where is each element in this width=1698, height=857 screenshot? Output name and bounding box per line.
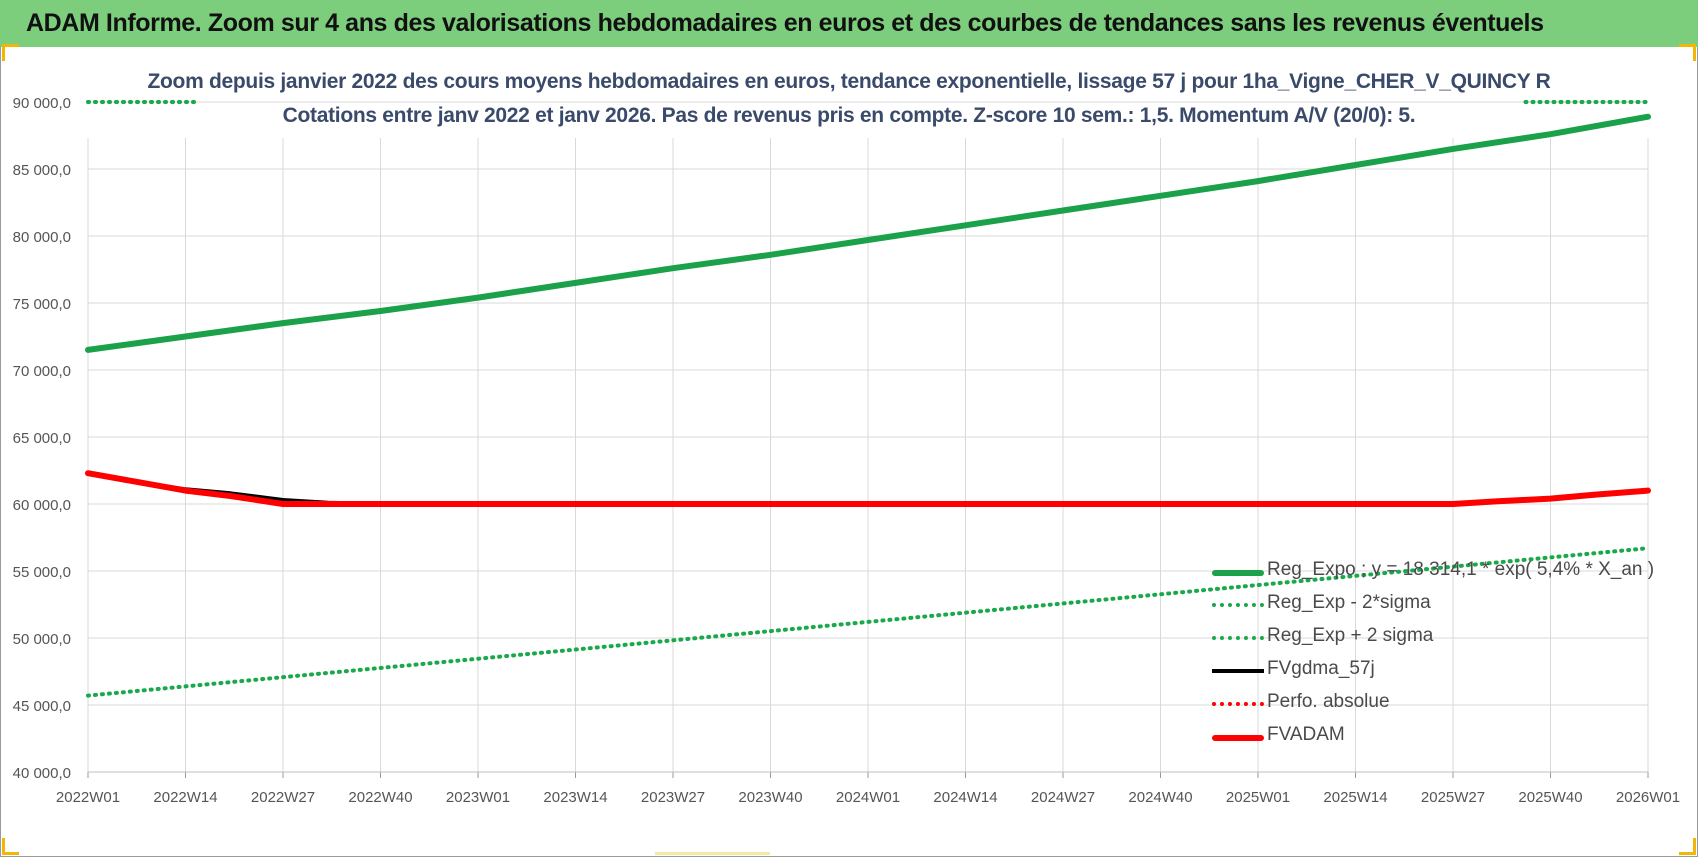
x-tick-label: 2025W40	[1518, 789, 1582, 806]
x-tick-label: 2025W27	[1421, 789, 1485, 806]
x-tick-label: 2025W01	[1226, 789, 1290, 806]
x-tick-label: 2022W14	[153, 789, 217, 806]
x-tick-label: 2023W27	[641, 789, 705, 806]
corner-accent-top-left	[2, 44, 19, 61]
x-tick-label: 2022W01	[56, 789, 120, 806]
legend-label: Perfo. absolue	[1267, 691, 1390, 712]
chart-title: Zoom depuis janvier 2022 des cours moyen…	[147, 70, 1551, 93]
corner-accent-bottom-right	[1679, 838, 1696, 855]
legend-item: FVADAM	[1212, 720, 1682, 753]
y-tick-label: 45 000,0	[13, 698, 71, 715]
legend-label: Reg_Exp - 2*sigma	[1267, 592, 1431, 613]
bottom-accent-mark	[655, 852, 770, 855]
legend-swatch	[1212, 636, 1264, 640]
y-tick-label: 60 000,0	[13, 497, 71, 514]
x-tick-label: 2023W40	[738, 789, 802, 806]
legend-item: FVgdma_57j	[1212, 654, 1682, 687]
legend-label: Reg_Expo ; y = 18 314,1 * exp( 5,4% * X_…	[1267, 559, 1655, 580]
legend-item: Reg_Exp - 2*sigma	[1212, 588, 1682, 621]
legend-item: Reg_Exp + 2 sigma	[1212, 621, 1682, 654]
x-tick-label: 2024W40	[1128, 789, 1192, 806]
x-tick-label: 2024W27	[1031, 789, 1095, 806]
x-tick-label: 2023W14	[543, 789, 607, 806]
x-tick-label: 2022W27	[251, 789, 315, 806]
banner: ADAM Informe. Zoom sur 4 ans des valoris…	[0, 0, 1698, 47]
y-tick-label: 65 000,0	[13, 430, 71, 447]
series-reg-expo-line	[85, 113, 1651, 353]
x-tick-label: 2024W14	[933, 789, 997, 806]
x-tick-label: 2024W01	[836, 789, 900, 806]
legend-item: Reg_Expo ; y = 18 314,1 * exp( 5,4% * X_…	[1212, 555, 1682, 588]
chart-subtitle: Cotations entre janv 2022 et janv 2026. …	[282, 104, 1416, 127]
banner-title: ADAM Informe. Zoom sur 4 ans des valoris…	[26, 9, 1544, 37]
legend-swatch	[1212, 735, 1264, 741]
legend-item: Perfo. absolue	[1212, 687, 1682, 720]
legend-swatch	[1212, 603, 1264, 607]
series-fvadam-line	[85, 470, 1651, 507]
x-tick-label: 2023W01	[446, 789, 510, 806]
legend-label: FVgdma_57j	[1267, 658, 1375, 679]
x-tick-label: 2026W01	[1616, 789, 1680, 806]
y-tick-label: 80 000,0	[13, 229, 71, 246]
y-tick-label: 55 000,0	[13, 564, 71, 581]
series-lower-band	[86, 546, 1650, 698]
y-tick-label: 75 000,0	[13, 296, 71, 313]
corner-accent-bottom-left	[2, 838, 19, 855]
y-tick-label: 50 000,0	[13, 631, 71, 648]
chart-legend: Reg_Expo ; y = 18 314,1 * exp( 5,4% * X_…	[1212, 555, 1682, 753]
y-tick-label: 70 000,0	[13, 363, 71, 380]
y-tick-label: 90 000,0	[13, 95, 71, 112]
x-tick-label: 2022W40	[348, 789, 412, 806]
x-tick-label: 2025W14	[1323, 789, 1387, 806]
legend-swatch	[1212, 570, 1264, 576]
legend-swatch	[1212, 669, 1264, 673]
y-tick-label: 40 000,0	[13, 765, 71, 782]
legend-label: FVADAM	[1267, 724, 1345, 745]
corner-accent-top-right	[1679, 44, 1696, 61]
legend-label: Reg_Exp + 2 sigma	[1267, 625, 1434, 646]
legend-swatch	[1212, 702, 1264, 706]
y-tick-label: 85 000,0	[13, 162, 71, 179]
